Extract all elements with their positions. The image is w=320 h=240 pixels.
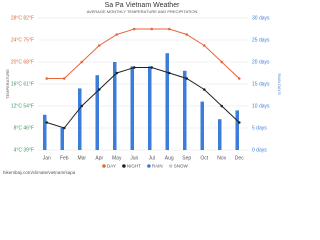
line-point [45,121,49,124]
legend-label: SNOW [174,163,189,168]
chart-subtitle: AVERAGE MONTHLY TEMPERATURE AND PRECIPIT… [87,9,198,14]
bar [165,53,169,151]
line-point [220,60,224,64]
bar [43,114,47,150]
chart: Sa Pa Vietnam Weather AVERAGE MONTHLY TE… [3,2,282,175]
line-point [185,77,189,80]
line-point [167,27,171,31]
line-point [132,66,136,69]
bar [95,75,99,150]
line-point [167,71,171,75]
line-point [80,60,84,64]
x-tick-label: Aug [165,155,174,161]
bar [235,110,239,150]
legend-label: NIGHT [127,163,141,168]
y-tick-label: 16°C 61°F [11,81,34,87]
legend-label: RAIN [152,163,163,168]
x-tick-label: Apr [95,155,103,161]
y2-tick-label: 25 days [252,37,270,43]
bar [148,66,152,150]
y-tick-label: 24°C 75°F [11,37,34,43]
line [46,67,240,129]
x-tick-label: Nov [217,155,226,161]
line-point [202,88,206,91]
line-point [45,77,49,80]
x-tick-label: Feb [60,155,69,161]
x-tick-label: Mar [77,155,86,161]
bar [60,128,64,150]
y-tick-label: 4°C 39°F [14,147,34,153]
y2-tick-label: 30 days [252,15,270,21]
legend-label: DAY [107,163,116,168]
y2-axis-title: RAIN DAYS [277,73,282,95]
line-point [115,71,119,75]
y-tick-label: 8°C 46°F [14,125,34,131]
y2-tick-label: 0 days [252,147,267,153]
legend-swatch [102,164,106,168]
line [46,28,240,79]
y-tick-label: 12°C 54°F [11,103,34,109]
x-tick-label: Jan [43,155,51,161]
line-point [97,88,101,91]
line-point [97,44,101,47]
chart-title: Sa Pa Vietnam Weather [105,2,181,9]
line-point [237,121,241,124]
line-point [62,126,66,130]
y-axis-title: TEMPERATURE [5,69,10,99]
line-point [115,33,119,36]
legend-swatch [122,164,126,168]
y2-tick-label: 15 days [252,81,270,87]
y2-tick-label: 20 days [252,59,270,65]
line-point [62,77,66,80]
line-point [80,104,84,108]
y-tick-label: 28°C 82°F [11,15,34,21]
bar [78,88,82,150]
line-point [150,66,154,69]
x-tick-label: Sep [182,155,191,161]
bar [183,70,187,150]
x-tick-label: May [112,155,122,161]
x-tick-label: Jul [149,155,155,161]
line-point [220,104,224,108]
y-tick-label: 20°C 68°F [11,59,34,65]
legend-swatch [147,164,151,168]
y2-tick-label: 5 days [252,125,267,131]
line-point [237,77,241,80]
x-tick-label: Jun [130,155,138,161]
bar [130,66,134,150]
line-point [202,44,206,47]
x-tick-label: Oct [200,155,208,161]
line-point [185,33,189,36]
y2-tick-label: 10 days [252,103,270,109]
x-tick-label: Dec [235,155,244,161]
legend-swatch [168,164,173,168]
line-point [150,27,154,31]
source: hikersbay.com/climate/vietnam/sapa [3,170,76,175]
line-point [132,27,136,31]
bar [113,62,117,150]
bar [218,119,222,150]
bar [200,101,204,150]
